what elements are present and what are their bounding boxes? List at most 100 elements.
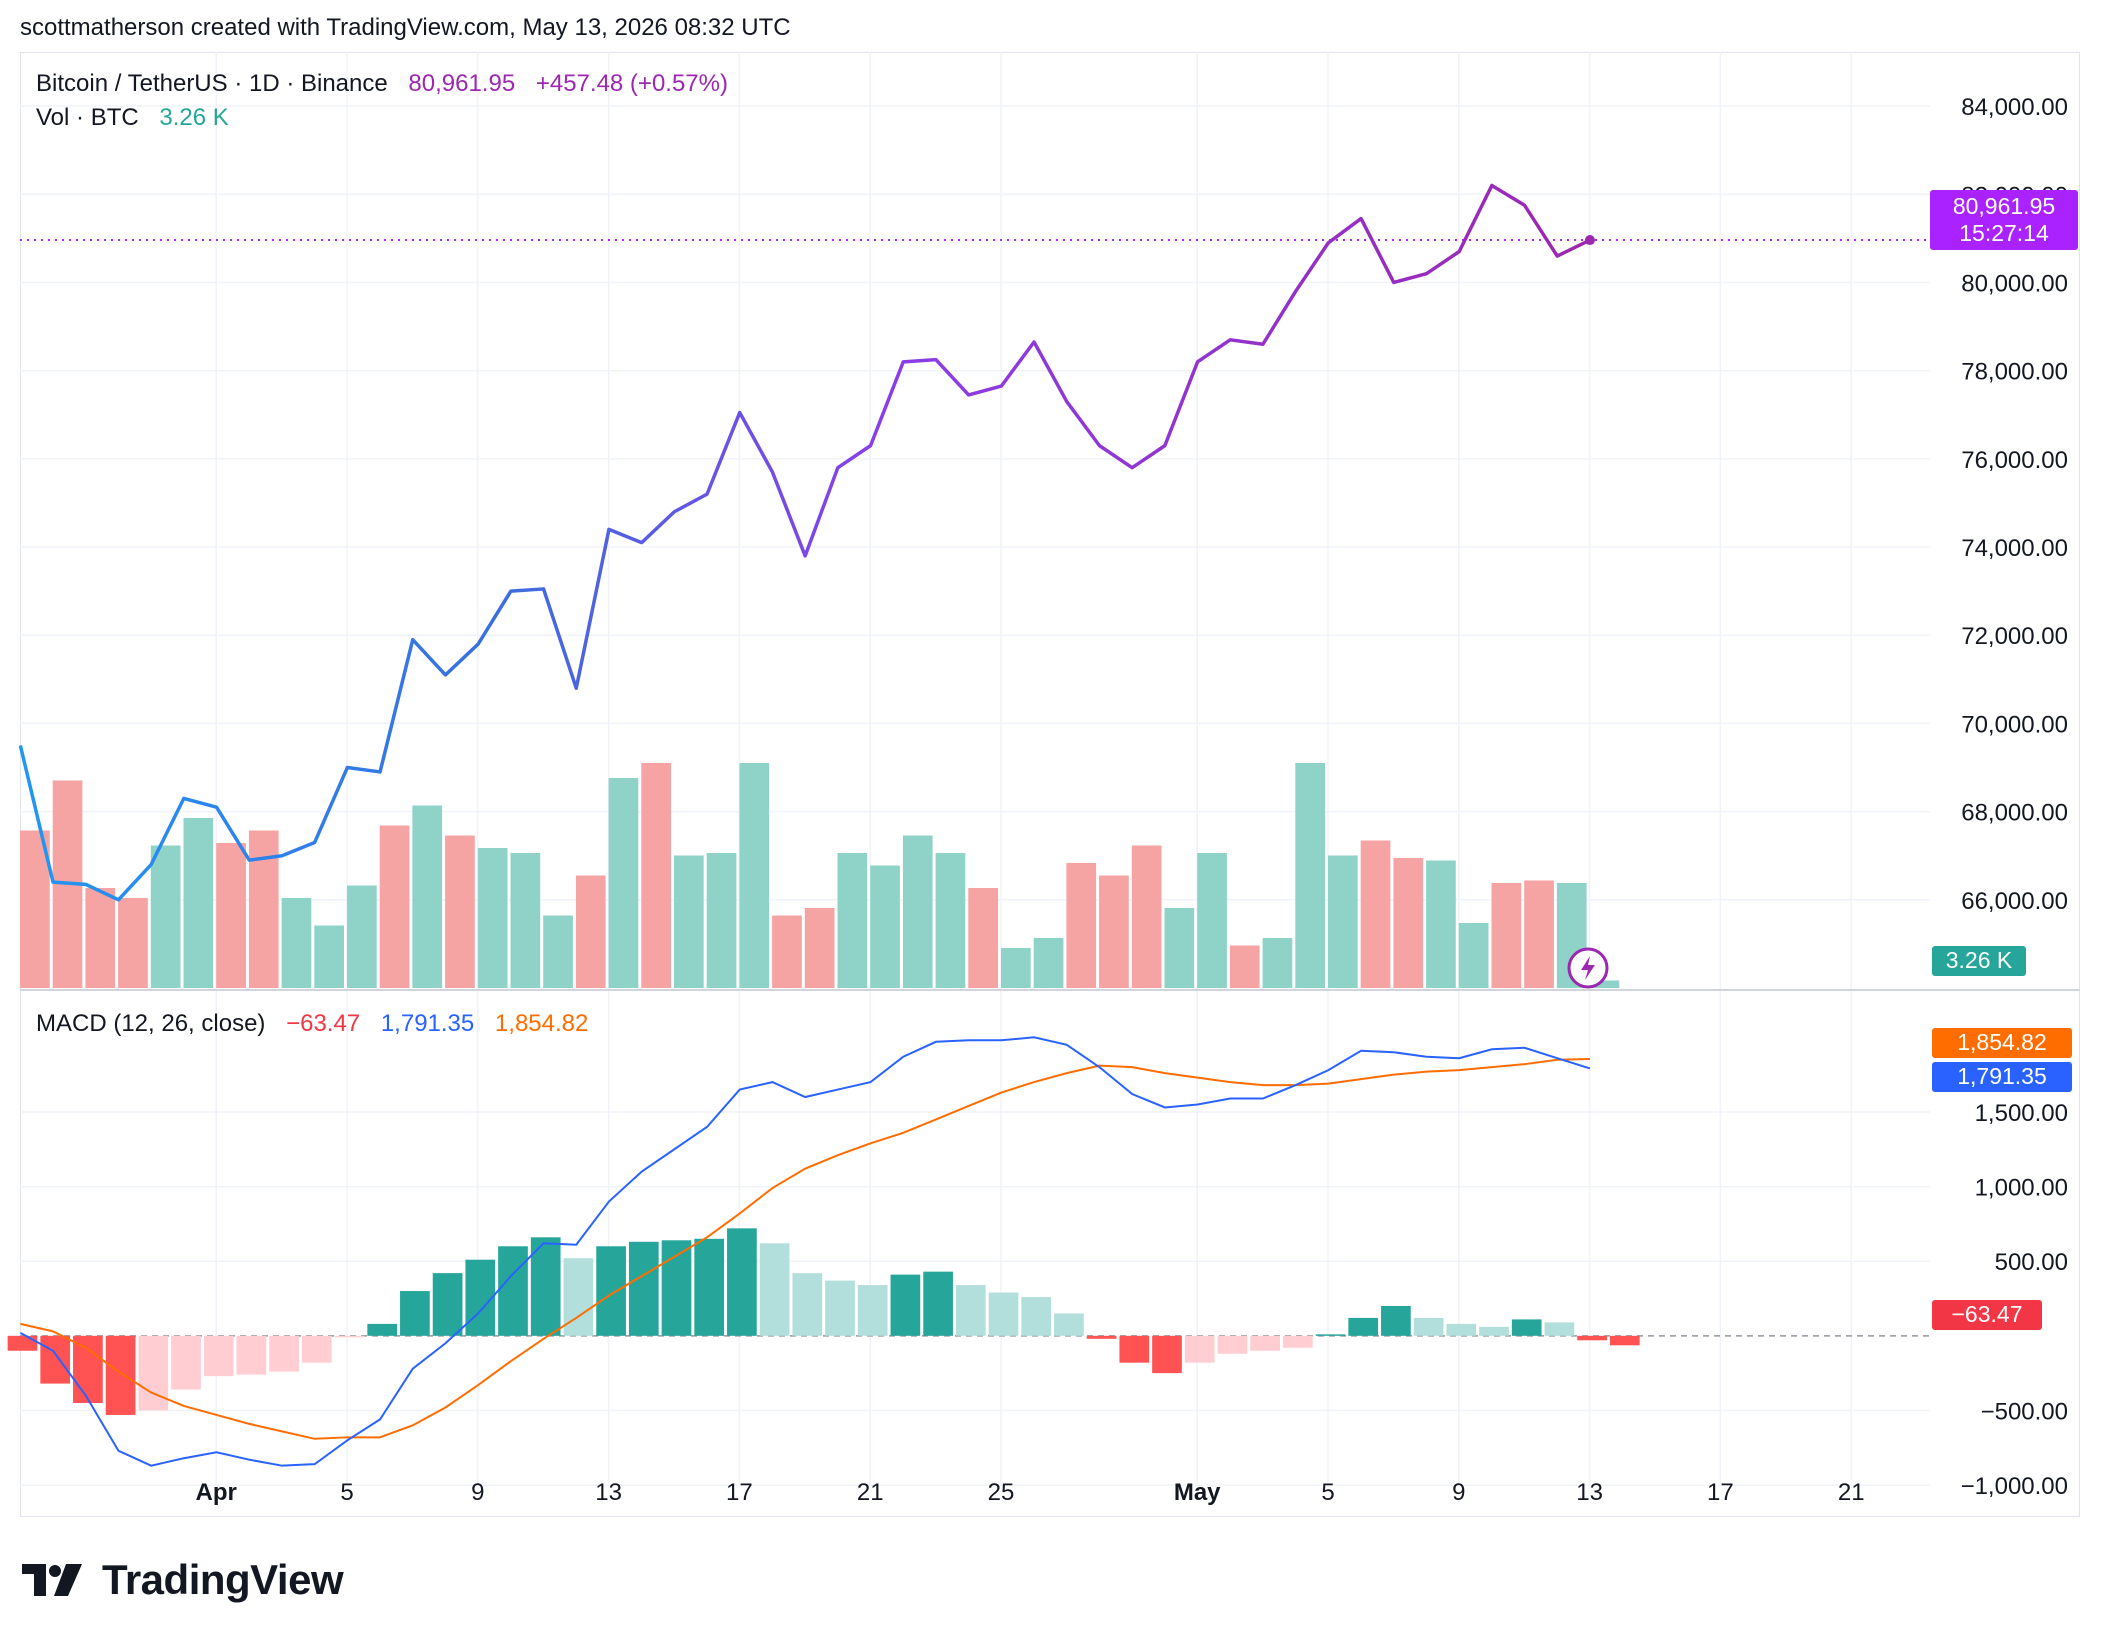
histogram-bar <box>1609 1335 1640 1346</box>
volume-bar <box>347 885 377 988</box>
price-axis: 84,000.0082,000.0078,000.0076,000.0074,0… <box>1961 94 2068 1500</box>
histogram-bar <box>923 1271 953 1336</box>
volume-bar <box>379 825 410 988</box>
volume-bar <box>968 888 998 988</box>
volume-bar <box>1426 860 1456 988</box>
volume-bar <box>1066 863 1097 988</box>
histogram-bar <box>857 1285 888 1336</box>
histogram-bar <box>400 1291 430 1336</box>
volume-badge: 3.26 K <box>1932 946 2026 976</box>
volume-legend[interactable]: Vol · BTC 3.26 K <box>36 104 243 132</box>
histogram-bar <box>1184 1335 1215 1363</box>
volume-bar <box>1589 980 1620 988</box>
histogram-bar <box>1479 1326 1509 1336</box>
histogram-bar <box>269 1335 299 1372</box>
time-axis: Apr 5 9 13 17 21 25 May 5 9 13 17 21 <box>196 1479 1865 1506</box>
volume-bar <box>706 853 737 988</box>
price-badge-value: 80,961.95 <box>1952 193 2056 219</box>
volume-bar <box>1164 908 1195 988</box>
macd-line-value: 1,791.35 <box>380 1010 475 1037</box>
volume-bar <box>674 855 704 988</box>
histogram-bar <box>955 1285 986 1336</box>
price-badge: 80,961.95 15:27:14 <box>1930 190 2078 250</box>
tv-logo-icon <box>22 1564 82 1596</box>
volume-bar <box>575 875 606 988</box>
price-tick-label: 76,000.00 <box>1961 447 2068 474</box>
time-tick-label: 17 <box>726 1479 753 1506</box>
histogram-bar <box>203 1335 234 1377</box>
tradingview-logo[interactable]: TradingView <box>22 1556 344 1604</box>
histogram-bar <box>236 1335 267 1375</box>
histogram-bar <box>367 1323 398 1336</box>
macd-badge: 1,791.35 <box>1932 1062 2072 1092</box>
histogram-bar <box>1577 1335 1607 1341</box>
symbol-name: Bitcoin / TetherUS · 1D · Binance <box>36 70 388 97</box>
volume-bar <box>216 843 246 988</box>
price-tick-label: 84,000.00 <box>1961 94 2068 121</box>
volume-bar <box>314 925 344 988</box>
volume-bar <box>150 845 181 988</box>
author-caption: scottmatherson created with TradingView.… <box>20 14 791 41</box>
volume-bar <box>608 778 639 988</box>
histogram-bar <box>465 1259 496 1336</box>
histogram-bar <box>759 1243 790 1336</box>
macd-tick-label: 1,000.00 <box>1975 1175 2068 1202</box>
volume-bars <box>20 763 1620 988</box>
symbol-legend[interactable]: Bitcoin / TetherUS · 1D · Binance 80,961… <box>36 70 742 98</box>
histogram-bar <box>1315 1334 1346 1336</box>
time-tick-label: May <box>1174 1479 1221 1506</box>
price-tick-label: 68,000.00 <box>1961 800 2068 827</box>
histogram-bar <box>628 1241 659 1336</box>
lightning-icon[interactable] <box>1566 946 1610 990</box>
histogram-bar <box>171 1335 201 1390</box>
histogram-bar <box>596 1246 626 1336</box>
macd-line <box>19 1036 1591 1467</box>
histogram-bar <box>7 1335 38 1351</box>
volume-bar <box>870 865 900 988</box>
time-tick-label: 5 <box>1321 1479 1334 1506</box>
volume-bar <box>1295 763 1325 988</box>
macd-tick-label: −500.00 <box>1981 1398 2068 1425</box>
macd-legend[interactable]: MACD (12, 26, close) −63.47 1,791.35 1,8… <box>36 1010 602 1038</box>
histogram-bar <box>1086 1335 1117 1339</box>
histogram-bar <box>40 1335 71 1384</box>
histogram-bar <box>1282 1335 1313 1348</box>
volume-bar <box>281 898 312 988</box>
volume-bar <box>543 915 573 988</box>
macd-signal-value: 1,854.82 <box>494 1010 589 1037</box>
chart-canvas[interactable]: 84,000.0082,000.0078,000.0076,000.0074,0… <box>0 0 2108 1540</box>
histogram-bar <box>1054 1313 1084 1336</box>
histogram-bar <box>1250 1335 1280 1351</box>
histogram-bar <box>530 1237 561 1336</box>
histogram-bar <box>73 1335 103 1403</box>
volume-bar <box>412 805 443 988</box>
price-tick-label: 70,000.00 <box>1961 711 2068 738</box>
volume-bar <box>837 853 868 988</box>
price-tick-label: 66,000.00 <box>1961 888 2068 915</box>
volume-bar <box>1131 845 1162 988</box>
volume-bar <box>1099 875 1129 988</box>
volume-bar <box>772 915 802 988</box>
volume-label: Vol · BTC <box>36 104 139 131</box>
last-price: 80,961.95 <box>408 70 516 97</box>
histogram-bar <box>301 1335 332 1363</box>
volume-bar <box>739 763 770 988</box>
volume-bar <box>1360 840 1391 988</box>
last-price-point <box>1584 235 1595 246</box>
volume-bar <box>445 835 475 988</box>
time-tick-label: 17 <box>1707 1479 1734 1506</box>
volume-bar <box>902 835 933 988</box>
chart-frame[interactable] <box>20 52 2080 1517</box>
histogram-bar <box>138 1335 169 1411</box>
volume-bar <box>248 830 279 988</box>
time-tick-label: 13 <box>595 1479 622 1506</box>
tradingview-wordmark: TradingView <box>102 1556 344 1603</box>
time-tick-label: 9 <box>471 1479 484 1506</box>
macd-label: MACD (12, 26, close) <box>36 1010 266 1037</box>
histogram-bar <box>694 1238 725 1336</box>
histogram-bar <box>1152 1335 1182 1374</box>
signal-badge: 1,854.82 <box>1932 1028 2072 1058</box>
histogram-bar <box>105 1335 136 1415</box>
price-badge-countdown: 15:27:14 <box>1959 220 2049 246</box>
histogram-bar <box>334 1335 365 1338</box>
